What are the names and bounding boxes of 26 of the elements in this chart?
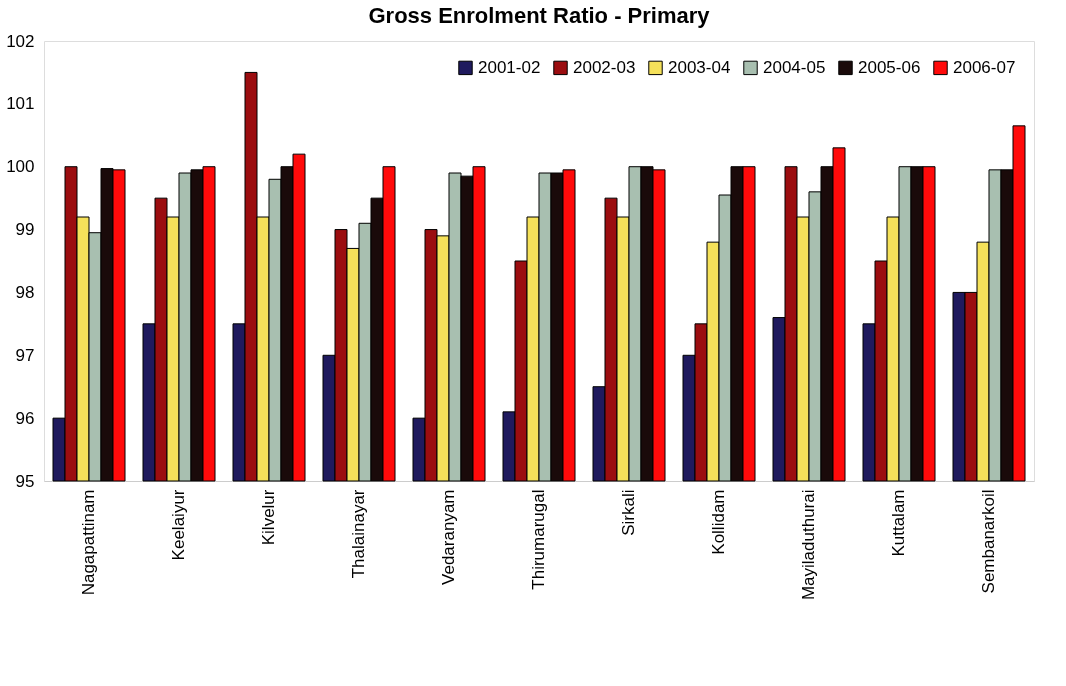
legend-label: 2001-02 xyxy=(478,57,541,77)
y-tick-label: 95 xyxy=(15,471,35,491)
y-tick-label: 99 xyxy=(15,220,35,240)
x-tick-label: Keelaiyur xyxy=(169,489,188,561)
legend-label: 2005-06 xyxy=(858,57,921,77)
x-tick-label: Kollidam xyxy=(709,489,728,555)
y-tick-label: 97 xyxy=(15,345,35,365)
x-tick-label: Thalainayar xyxy=(349,489,368,579)
x-tick-label: Sembanarkoil xyxy=(979,489,998,594)
legend-label: 2006-07 xyxy=(953,57,1016,77)
y-tick-label: 102 xyxy=(6,31,35,51)
x-tick-label: Vedaranyam xyxy=(439,489,458,585)
legend-label: 2002-03 xyxy=(573,57,636,77)
y-tick-label: 100 xyxy=(6,157,35,177)
y-tick-label: 101 xyxy=(6,94,35,114)
x-tick-label: Mayiladuthurai xyxy=(799,489,818,601)
y-tick-label: 96 xyxy=(15,408,35,428)
legend-label: 2003-04 xyxy=(668,57,731,77)
y-tick-label: 98 xyxy=(15,282,35,302)
x-tick-label: Sirkali xyxy=(619,489,638,536)
x-tick-label: Kuttalam xyxy=(889,489,908,557)
chart-title: Gross Enrolment Ratio - Primary xyxy=(368,3,711,28)
x-tick-label: Kilvelur xyxy=(259,489,278,546)
x-tick-label: Thirumarugal xyxy=(529,489,548,590)
legend-label: 2004-05 xyxy=(763,57,826,77)
x-tick-label: Nagapattinam xyxy=(79,489,98,596)
